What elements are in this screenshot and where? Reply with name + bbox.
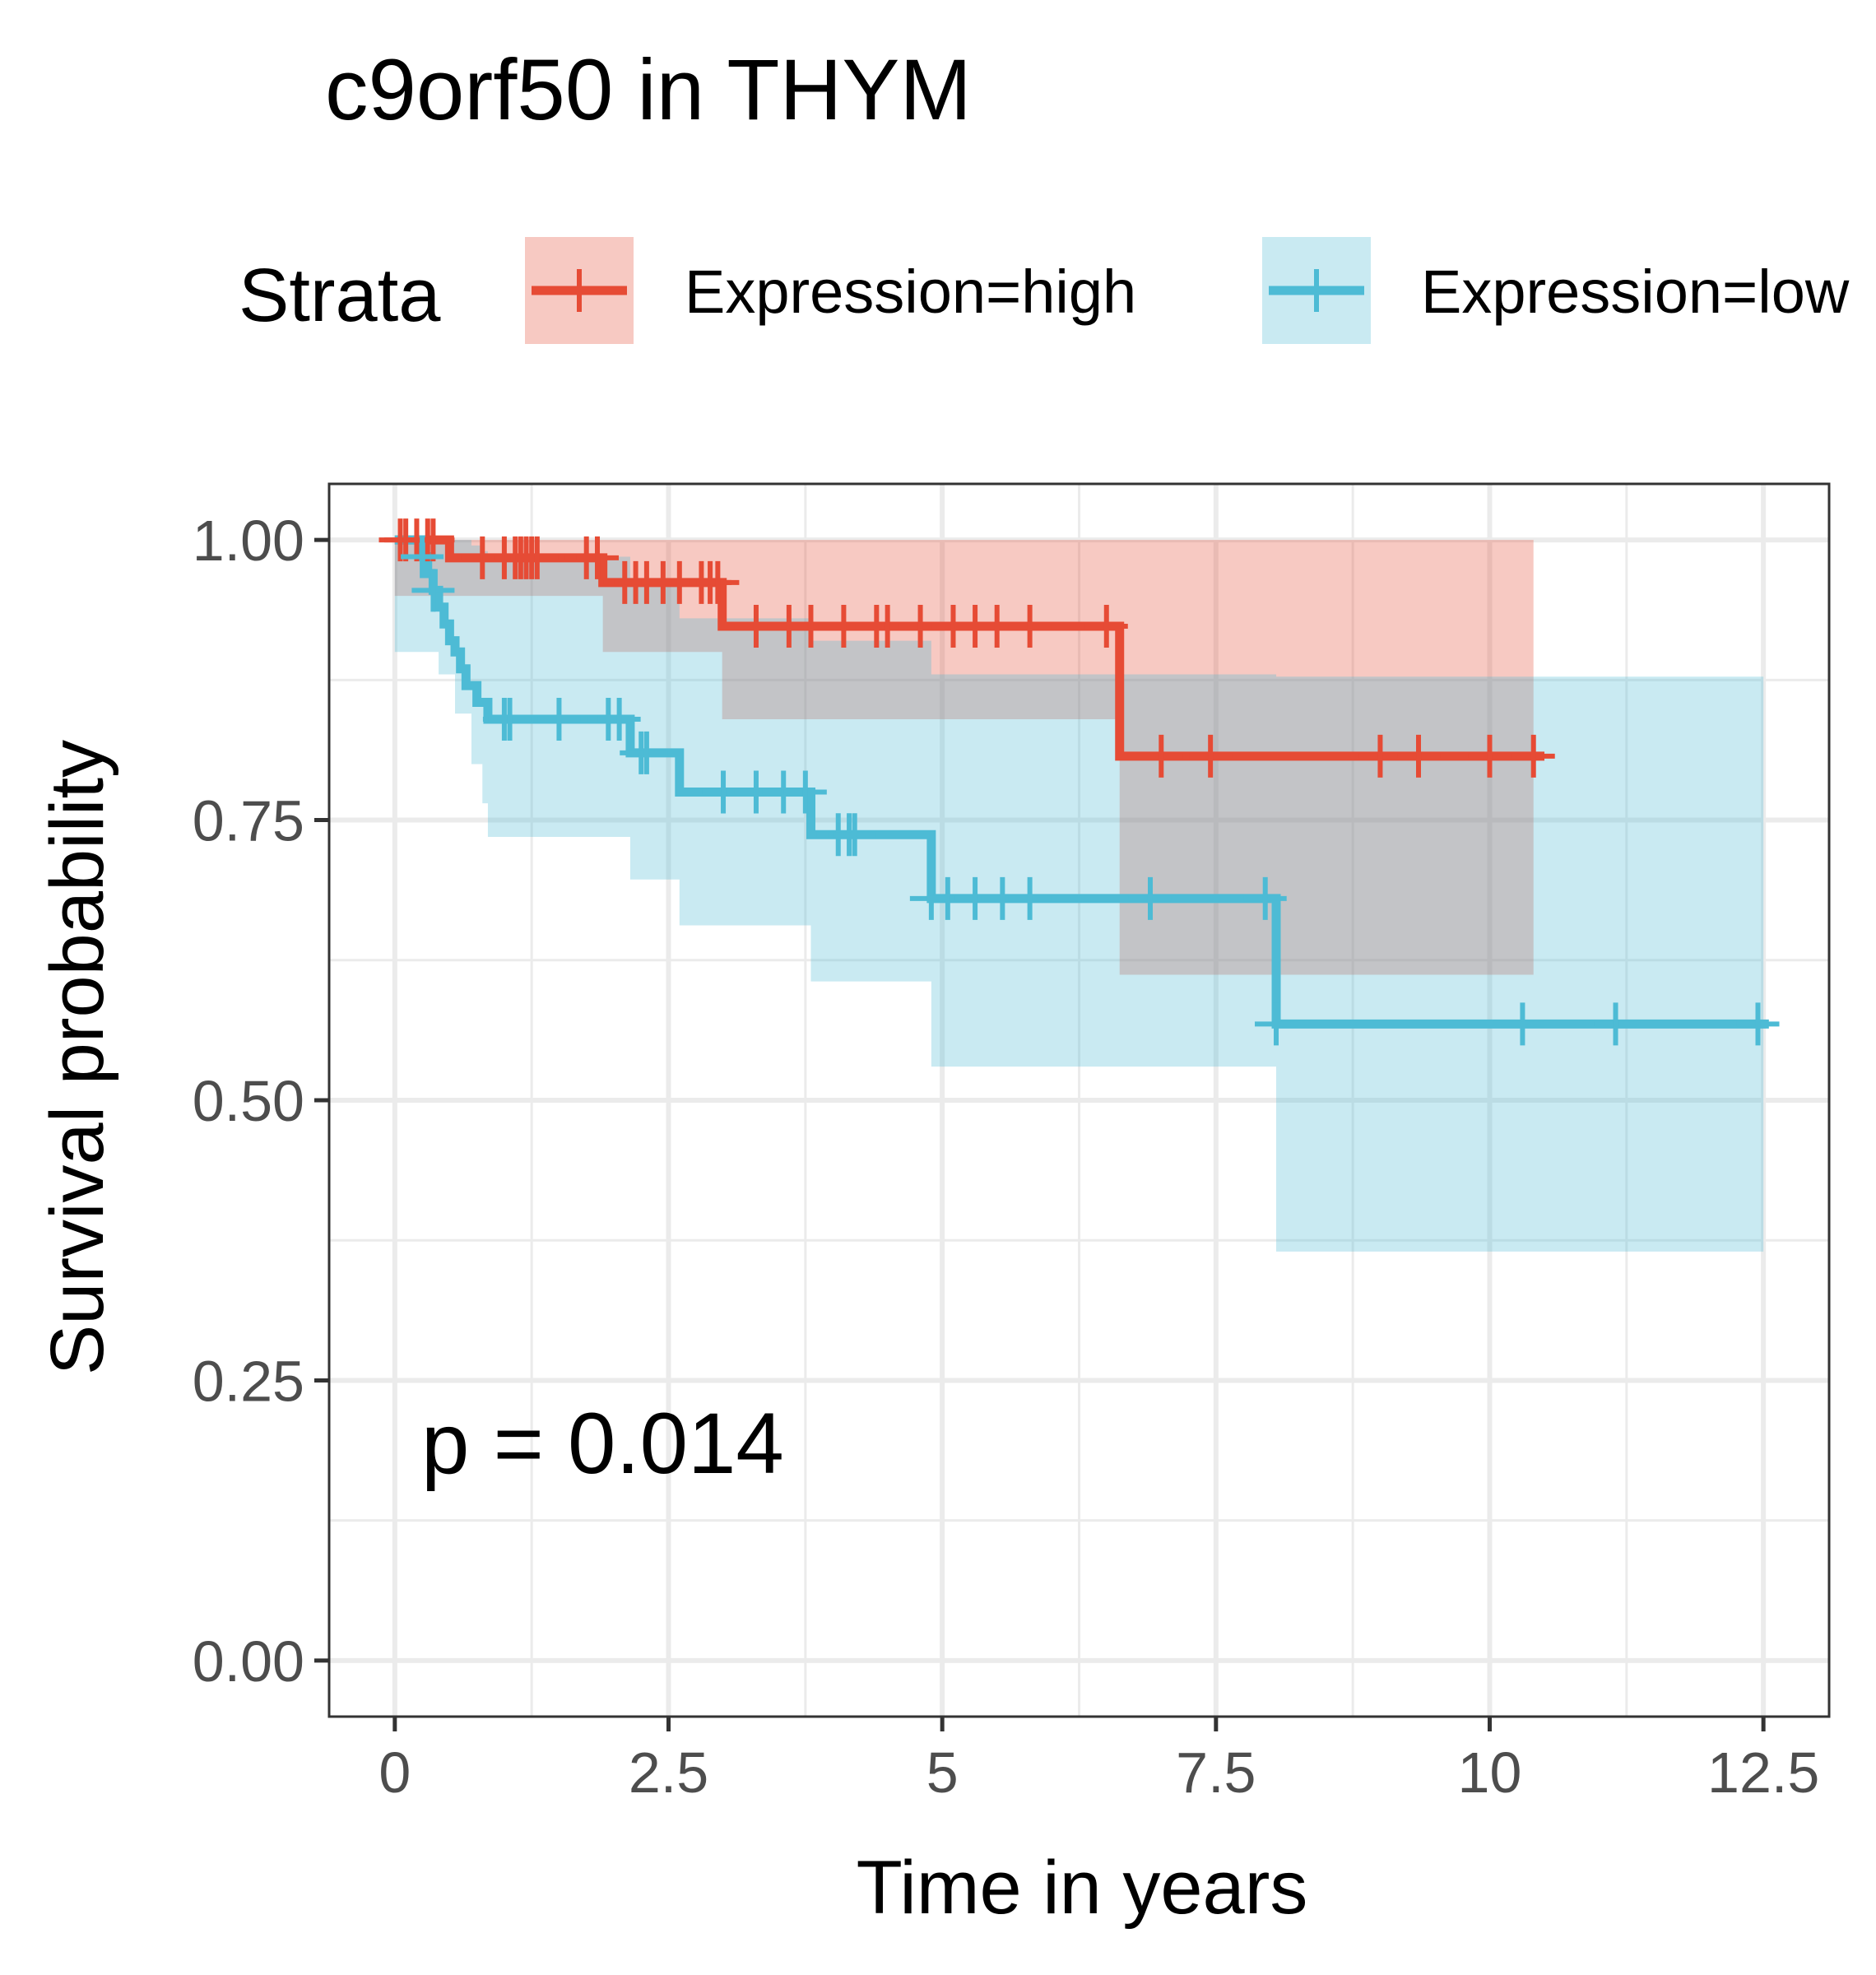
censor-mark	[401, 535, 444, 579]
censor-mark	[597, 697, 641, 741]
x-tick-label: 10	[1458, 1740, 1522, 1805]
legend-label: Expression=low	[1421, 258, 1850, 326]
censor-mark	[537, 697, 581, 741]
x-tick-label: 12.5	[1707, 1740, 1819, 1805]
censor-mark	[1140, 734, 1183, 778]
legend-key	[525, 237, 634, 344]
censor-mark	[576, 536, 620, 579]
y-axis-title: Survival probability	[35, 740, 119, 1375]
censor-mark	[783, 770, 827, 814]
censor-mark	[1501, 1002, 1544, 1046]
censor-mark	[1084, 604, 1128, 648]
legend: Strata Expression=high Expression=low	[239, 237, 1850, 344]
censor-mark	[1358, 734, 1402, 778]
censor-mark	[1243, 876, 1287, 920]
censor-mark	[488, 697, 532, 741]
legend-title: Strata	[239, 253, 441, 337]
gridlines	[329, 484, 1829, 1717]
x-axis-title: Time in years	[857, 1846, 1308, 1930]
chart-title: c9orf50 in THYM	[325, 42, 972, 138]
censor-mark	[696, 560, 740, 604]
y-tick-label: 0.75	[193, 789, 304, 853]
censor-mark	[411, 569, 455, 612]
y-tick-label: 0.00	[193, 1629, 304, 1694]
censor-mark	[411, 518, 455, 562]
censor-mark	[1008, 604, 1052, 648]
censor-mark	[1736, 1002, 1780, 1046]
censor-mark	[1468, 734, 1511, 778]
ci-band	[394, 540, 1534, 975]
x-tick-label: 5	[926, 1740, 959, 1805]
x-tick-label: 2.5	[629, 1740, 708, 1805]
legend-label: Expression=high	[685, 258, 1136, 326]
y-tick-label: 0.25	[193, 1349, 304, 1413]
x-tick-label: 7.5	[1176, 1740, 1256, 1805]
censor-mark	[1397, 734, 1441, 778]
y-tick-label: 0.50	[193, 1069, 304, 1133]
p-value-annotation: p = 0.014	[421, 1396, 784, 1492]
censor-mark	[1189, 734, 1233, 778]
y-tick-label: 1.00	[193, 509, 304, 573]
censor-mark	[1128, 876, 1172, 920]
censor-mark	[625, 731, 668, 774]
axes: 0 2.5 5 7.5 10 12.5 0.00 0.25 0.50 0.75 1.00	[193, 482, 1831, 1805]
x-tick-label: 0	[378, 1740, 411, 1805]
censor-mark	[1008, 876, 1052, 920]
censor-marks	[378, 518, 1780, 1046]
censor-mark	[1511, 734, 1555, 778]
censor-mark	[1594, 1002, 1637, 1046]
censor-mark	[1255, 1002, 1298, 1046]
censor-mark	[833, 813, 876, 857]
legend-key	[1262, 237, 1371, 344]
censor-mark	[515, 536, 559, 579]
